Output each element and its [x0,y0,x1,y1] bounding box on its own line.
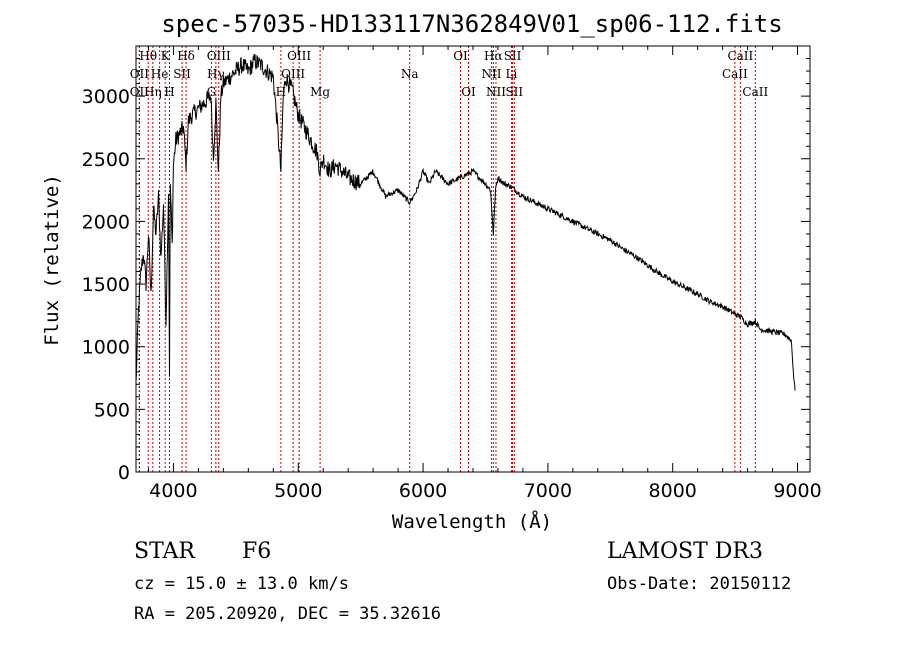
x-tick-labels: 4000 5000 6000 7000 8000 9000 [149,480,821,502]
line-marker-label-16: Na [401,67,419,81]
y-tick-label-3: 1500 [82,274,130,296]
line-marker-label-22: SII [504,49,522,63]
line-marker-label-4: He [151,67,169,81]
line-marker-label-19: Hα [484,49,503,63]
line-marker-label-14: OIII [281,67,305,81]
survey-name: LAMOST DR3 [607,539,763,564]
obs-date: Obs-Date: 20150112 [607,574,791,594]
x-tick-label-2: 6000 [399,480,447,502]
line-marker-label-13: OIII [287,49,311,63]
line-marker-label-26: CaII [727,49,753,63]
x-tick-label-4: 8000 [649,480,697,502]
line-marker-label-2: OII [130,85,150,99]
x-tick-label-1: 5000 [274,480,322,502]
line-marker-label-0: Hθ [139,49,157,63]
line-marker-label-7: SII [173,67,191,81]
x-tick-label-5: 9000 [773,480,821,502]
x-tick-label-0: 4000 [149,480,197,502]
y-tick-label-2: 1000 [82,337,130,359]
redshift-text: cz = 15.0 ± 13.0 km/s [134,574,349,594]
y-tick-label-6: 3000 [82,86,130,108]
x-axis-label: Wavelength (Å) [392,510,552,533]
line-marker-label-9: OIII [207,49,231,63]
object-type: STAR [134,539,196,564]
y-tick-label-0: 0 [118,462,130,484]
y-tick-label-5: 2500 [82,149,130,171]
coordinates-text: RA = 205.20920, DEC = 35.32616 [134,604,441,624]
line-marker-label-25: CaII [722,67,748,81]
line-marker-label-6: H [164,85,174,99]
line-marker-label-1: OII [130,67,150,81]
y-axis-label: Flux (relative) [41,174,63,346]
line-marker-label-21: NII [486,85,506,99]
line-marker-label-23: Li [506,67,518,81]
line-marker-label-18: OI [461,85,476,99]
line-marker-label-27: CaII [742,85,768,99]
y-tick-labels: 0 500 1000 1500 2000 2500 3000 [82,86,130,484]
line-marker-label-3: Hη [144,85,162,99]
chart-title: spec-57035-HD133117N362849V01_sp06-112.f… [161,10,782,38]
line-marker-label-10: Hγ [207,67,225,81]
line-marker-label-15: Mg [310,85,330,99]
line-marker-label-5: K [161,49,171,63]
spectrum-line [135,53,796,391]
line-marker-label-24: SII [505,85,523,99]
y-tick-label-1: 500 [94,399,130,421]
axis-ticks [136,46,810,473]
y-tick-label-4: 2000 [82,211,130,233]
line-marker-label-11: G [207,85,217,99]
x-tick-label-3: 7000 [524,480,572,502]
line-marker-label-20: NII [481,67,501,81]
line-marker-label-12: H [276,85,286,99]
spectral-subclass: F6 [242,539,271,564]
spectral-line-markers [138,46,756,472]
line-marker-label-8: Hδ [177,49,195,63]
line-marker-label-17: OI [453,49,468,63]
